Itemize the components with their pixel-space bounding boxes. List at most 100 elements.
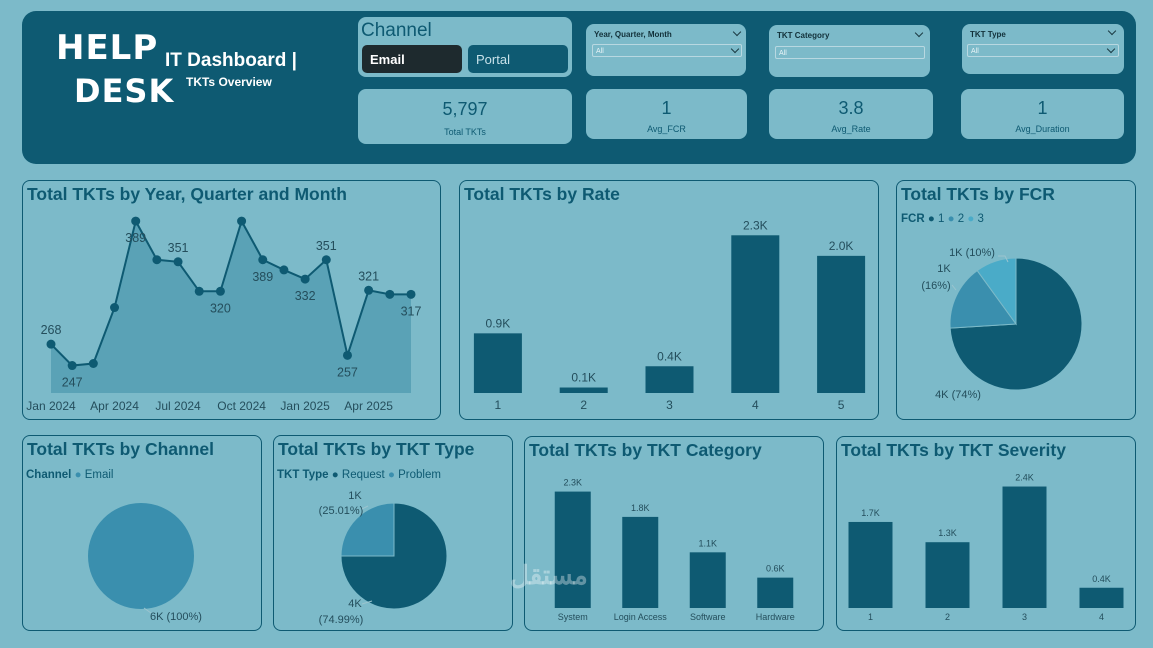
x-tick-label: System [558,612,588,622]
data-point [385,289,395,299]
bar [689,552,726,608]
leader-line [143,607,152,614]
x-tick-label: 1 [495,398,502,412]
data-label: 351 [168,241,189,255]
x-tick-label: Hardware [756,612,795,622]
legend-item[interactable]: 2 [957,213,965,225]
data-point [46,339,56,349]
legend-item[interactable]: Problem [398,469,441,481]
panel-by-month: Total TKTs by Year, Quarter and Month [22,180,441,420]
bar [622,516,659,608]
data-point [279,265,289,275]
x-tick-label: 3 [666,398,673,412]
bar [645,366,694,393]
data-point [258,255,268,265]
bar [559,387,608,393]
filter-type-select[interactable]: All [967,44,1119,57]
filter-type [962,24,1124,74]
legend-type: TKT Type ● Request ● Problem [277,469,441,481]
pie-slice [88,503,194,609]
data-point [300,274,310,284]
x-tick-label: Oct 2024 [217,399,266,413]
legend-title: Channel [26,469,72,481]
legend-item[interactable]: 1 [938,213,945,225]
leader-line [951,284,957,291]
data-point [152,255,162,265]
header-bar [22,11,1136,164]
data-label: 2.4K [1015,473,1034,483]
legend-item[interactable]: Request [341,469,385,481]
legend-dot-icon: ● [967,213,975,225]
filter-category-select[interactable]: All [775,46,925,59]
data-label: 321 [358,269,379,283]
kpi-label: Avg_Duration [1015,124,1070,134]
x-tick-label: 3 [1022,612,1027,622]
pie-slice [976,257,1017,326]
data-label: 257 [337,365,358,379]
logo-line1: HELP [56,28,159,68]
data-label: 4K [348,598,362,610]
legend-channel: Channel ● Email [26,469,114,481]
dashboard-title: IT Dashboard | [165,50,297,71]
panel-by-category: Total TKTs by TKT Category [524,436,824,631]
data-label: 351 [316,239,337,253]
data-label: 1.8K [631,503,650,513]
data-label: 389 [252,270,273,284]
chart-title: Total TKTs by Rate [464,184,620,204]
x-tick-label: Jan 2024 [26,399,76,413]
legend-fcr: FCR ● 1 ● 2 ● 3 [901,213,984,225]
kpi-avg-duration: 1 Avg_Duration [961,89,1124,139]
kpi-avg-fcr: 1 Avg_FCR [586,89,747,139]
watermark: مستقل [510,560,588,590]
data-point [406,289,416,299]
kpi-value: 1 [1037,98,1048,118]
bar [1079,587,1124,608]
x-tick-label: 1 [868,612,873,622]
pie-slice [949,269,1017,329]
panel-by-type: Total TKTs by TKT Type [273,435,513,631]
panel-by-rate: Total TKTs by Rate [459,180,879,420]
chart-title: Total TKTs by TKT Category [529,440,762,460]
bar [757,577,794,608]
kpi-value: 5,797 [442,99,488,119]
data-point [321,255,331,265]
channel-email-button[interactable]: Email [362,45,462,73]
data-label: 4K (74%) [935,389,981,401]
bar [925,542,970,608]
kpi-value: 1 [661,98,672,118]
chart-title: Total TKTs by TKT Severity [841,440,1066,460]
data-label: 389 [125,231,146,245]
chart-title: Total TKTs by Year, Quarter and Month [27,184,347,204]
legend-item[interactable]: Email [84,469,114,481]
panel-by-channel: Total TKTs by Channel [22,435,262,631]
data-label: 2.3K [563,478,582,488]
data-point [194,286,204,296]
bar [817,255,866,393]
channel-portal-button[interactable]: Portal [468,45,568,73]
x-tick-label: Software [690,612,726,622]
data-label: 2.3K [743,218,768,232]
bar [554,491,591,608]
data-label: 0.6K [766,564,785,574]
data-point [364,285,374,295]
data-label: 268 [41,323,62,337]
legend-dot-icon: ● [927,213,935,225]
kpi-avg-rate: 3.8 Avg_Rate [769,89,933,139]
data-point [237,216,247,226]
x-tick-label: Apr 2025 [344,399,393,413]
data-label: 6K (100%) [150,611,202,623]
data-label: 247 [62,376,83,390]
filter-date [586,24,746,76]
chart-title: Total TKTs by Channel [27,439,214,459]
data-label: 1K [937,263,951,275]
chart-title: Total TKTs by TKT Type [278,439,475,459]
data-label: 1K [348,490,362,502]
legend-dot-icon: ● [947,213,955,225]
area-fill [51,221,411,393]
x-tick-label: 2 [945,612,950,622]
filter-date-select[interactable]: All [592,44,742,57]
legend-item[interactable]: 3 [977,213,984,225]
chart-title: Total TKTs by FCR [901,184,1055,204]
data-label: 332 [295,289,316,303]
